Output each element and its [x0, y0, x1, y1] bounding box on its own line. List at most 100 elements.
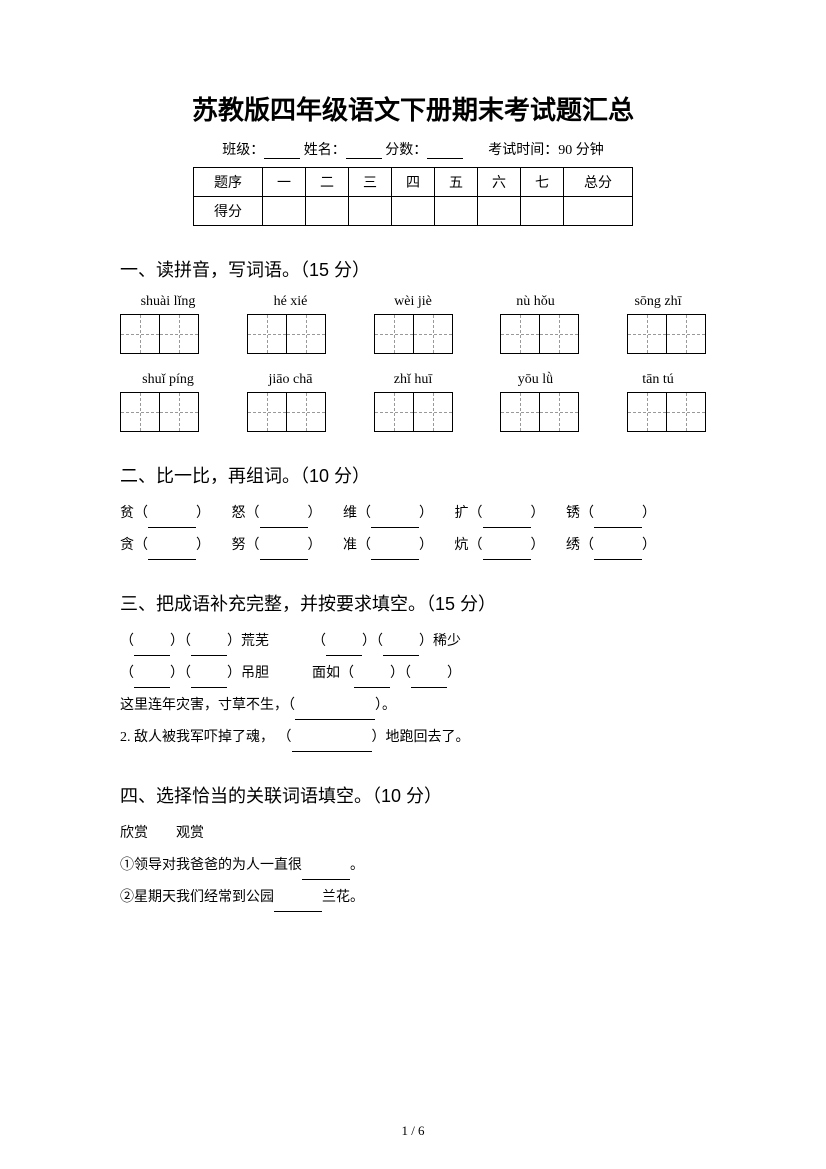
pinyin-label: shuài lǐng [120, 294, 216, 310]
blank[interactable] [411, 674, 447, 688]
text: 2. 敌人被我军吓掉了魂， （ [120, 730, 292, 745]
text: 炕（ [455, 538, 483, 553]
section-3-heading: 三、把成语补充完整，并按要求填空。（15 分） [120, 590, 706, 616]
score-blank[interactable] [427, 145, 463, 159]
class-label: 班级： [222, 143, 264, 158]
text: ） [419, 538, 433, 553]
blank[interactable] [302, 866, 350, 880]
pinyin-label: zhǐ huī [365, 372, 461, 388]
blank[interactable] [260, 514, 308, 528]
text: 贫（ [120, 506, 148, 521]
name-blank[interactable] [346, 145, 382, 159]
th-4: 四 [392, 168, 435, 197]
text: ） [531, 538, 545, 553]
score-cell[interactable] [306, 197, 349, 226]
blank[interactable] [483, 546, 531, 560]
table-row: 得分 [194, 197, 633, 226]
score-cell[interactable] [564, 197, 633, 226]
blank[interactable] [483, 514, 531, 528]
boxes-row-1 [120, 314, 706, 354]
th-3: 三 [349, 168, 392, 197]
tian-pair[interactable] [500, 314, 579, 354]
score-cell[interactable] [263, 197, 306, 226]
section-2-heading: 二、比一比，再组词。（10 分） [120, 462, 706, 488]
blank[interactable] [594, 514, 642, 528]
th-5: 五 [435, 168, 478, 197]
score-cell[interactable] [478, 197, 521, 226]
section-4-heading: 四、选择恰当的关联词语填空。（10 分） [120, 782, 706, 808]
table-row: 题序 一 二 三 四 五 六 七 总分 [194, 168, 633, 197]
blank[interactable] [292, 738, 372, 752]
pinyin-label: yōu lǜ [488, 372, 584, 388]
text: ） [642, 538, 656, 553]
text: （ [120, 666, 134, 681]
text: ）地跑回去了。 [372, 730, 470, 745]
text: ） [642, 506, 656, 521]
q4-line2: ②星期天我们经常到公园兰花。 [120, 884, 706, 912]
blank[interactable] [371, 514, 419, 528]
text: 面如（ [312, 666, 354, 681]
pinyin-label: jiāo chā [243, 372, 339, 388]
tian-pair[interactable] [500, 392, 579, 432]
text: （ [312, 634, 326, 649]
class-blank[interactable] [264, 145, 300, 159]
text: 这里连年灾害，寸草不生，（ [120, 698, 295, 713]
score-cell[interactable] [435, 197, 478, 226]
blank[interactable] [148, 546, 196, 560]
blank[interactable] [134, 642, 170, 656]
blank[interactable] [594, 546, 642, 560]
th-seq: 题序 [194, 168, 263, 197]
blank[interactable] [354, 674, 390, 688]
time-label: 考试时间：90 分钟 [488, 143, 604, 158]
th-2: 二 [306, 168, 349, 197]
blank[interactable] [191, 674, 227, 688]
text: ）（ [362, 634, 383, 649]
tian-pair[interactable] [374, 392, 453, 432]
text: ）（ [390, 666, 411, 681]
text: 兰花。 [322, 890, 364, 905]
blank[interactable] [191, 642, 227, 656]
blank[interactable] [134, 674, 170, 688]
text: ）稀少 [419, 634, 461, 649]
th-7: 七 [521, 168, 564, 197]
score-cell[interactable] [521, 197, 564, 226]
text: ） [196, 538, 210, 553]
pinyin-label: tān tú [610, 372, 706, 388]
blank[interactable] [274, 898, 322, 912]
tian-pair[interactable] [627, 392, 706, 432]
meta-line: 班级： 姓名： 分数： 考试时间：90 分钟 [120, 139, 706, 159]
tian-pair[interactable] [120, 314, 199, 354]
blank[interactable] [326, 642, 362, 656]
text: ①领导对我爸爸的为人一直很 [120, 858, 302, 873]
text: ） [308, 538, 322, 553]
blank[interactable] [260, 546, 308, 560]
text: 怒（ [232, 506, 260, 521]
text: ）。 [375, 698, 396, 713]
tian-pair[interactable] [247, 314, 326, 354]
score-cell[interactable] [349, 197, 392, 226]
tian-pair[interactable] [120, 392, 199, 432]
pinyin-row-2: shuǐ píng jiāo chā zhǐ huī yōu lǜ tān tú [120, 372, 706, 388]
score-cell[interactable] [392, 197, 435, 226]
section-1-heading: 一、读拼音，写词语。（15 分） [120, 256, 706, 282]
tian-pair[interactable] [247, 392, 326, 432]
pinyin-label: hé xié [243, 294, 339, 310]
th-1: 一 [263, 168, 306, 197]
page-title: 苏教版四年级语文下册期末考试题汇总 [120, 90, 706, 127]
text: ） [531, 506, 545, 521]
text: ） [419, 506, 433, 521]
q2-line1: 贫（） 怒（） 维（） 扩（） 锈（） [120, 500, 706, 528]
tian-pair[interactable] [374, 314, 453, 354]
boxes-row-2 [120, 392, 706, 432]
score-table: 题序 一 二 三 四 五 六 七 总分 得分 [193, 167, 633, 226]
score-label: 分数： [385, 143, 427, 158]
blank[interactable] [148, 514, 196, 528]
text: 维（ [343, 506, 371, 521]
blank[interactable] [371, 546, 419, 560]
tian-pair[interactable] [627, 314, 706, 354]
blank[interactable] [383, 642, 419, 656]
pinyin-label: wèi jiè [365, 294, 461, 310]
th-total: 总分 [564, 168, 633, 197]
blank[interactable] [295, 706, 375, 720]
pinyin-label: nù hǒu [488, 294, 584, 310]
